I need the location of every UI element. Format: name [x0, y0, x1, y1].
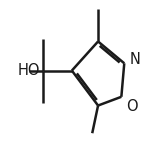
Text: O: O	[126, 100, 138, 115]
Text: HO: HO	[17, 63, 40, 78]
Text: N: N	[130, 52, 141, 67]
